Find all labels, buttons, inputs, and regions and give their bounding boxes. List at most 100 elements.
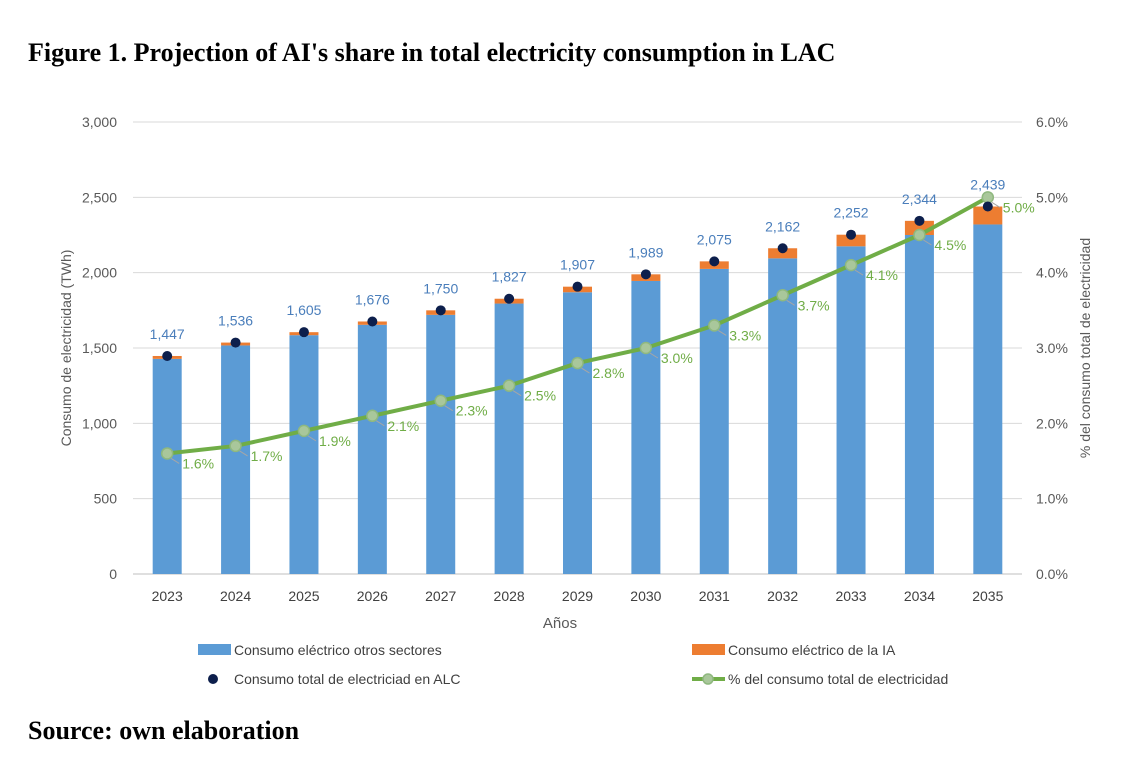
pct-marker <box>913 228 926 242</box>
pct-leader <box>512 390 522 397</box>
pct-marker <box>776 289 789 302</box>
bar-other-sectors <box>768 258 798 574</box>
pct-marker <box>229 439 242 453</box>
x-tick-label: 2031 <box>699 588 730 604</box>
y-tick-label-right: 5.0% <box>1036 189 1068 205</box>
bar-ai <box>836 234 866 247</box>
bar-other-sectors <box>563 292 592 574</box>
y-tick-label: 0 <box>109 566 117 582</box>
legend-label: % del consumo total de electricidad <box>728 671 948 687</box>
pct-marker <box>160 447 174 460</box>
bar-other-sectors <box>426 314 456 574</box>
pct-marker <box>981 191 995 204</box>
total-dots <box>162 201 993 361</box>
total-dot <box>367 316 378 327</box>
total-data-label: 1,827 <box>492 269 527 285</box>
pct-leader <box>444 405 453 412</box>
legend-label: Consumo eléctrico otros sectores <box>234 642 442 658</box>
total-dot <box>230 337 241 348</box>
total-dot <box>162 350 173 361</box>
x-tick-label: 2033 <box>835 588 866 604</box>
pct-leader <box>170 458 180 464</box>
total-dot <box>709 256 720 267</box>
pct-data-label: 2.1% <box>387 418 419 434</box>
pct-data-label: 1.9% <box>319 433 351 449</box>
x-tick-label: 2035 <box>972 588 1003 604</box>
data-labels: 1.6% 1.7% 1.9% 2.1% 2.3% 2.5% 2.8% 3.0% 3.3% 3.7%… <box>150 177 1035 472</box>
total-data-label: 1,676 <box>355 291 390 307</box>
pct-leader <box>307 435 317 442</box>
pct-data-label: 3.0% <box>661 350 693 366</box>
figure-title: Figure 1. Projection of AI's share in to… <box>28 38 836 67</box>
total-data-label: 2,344 <box>902 191 937 207</box>
legend-swatch-other <box>198 644 231 655</box>
pct-marker <box>297 424 311 438</box>
pct-marker <box>366 409 379 423</box>
pct-line-layer <box>160 191 995 460</box>
pct-data-label: 2.8% <box>593 365 625 381</box>
y-tick-label-right: 0.0% <box>1036 566 1068 582</box>
pct-marker <box>708 319 721 332</box>
legend-swatch-total <box>208 674 218 684</box>
bar-other-sectors <box>494 303 524 574</box>
pct-marker <box>844 258 858 272</box>
pct-leader <box>786 299 795 306</box>
pct-data-label: 5.0% <box>1003 199 1035 215</box>
total-dot <box>504 293 515 304</box>
y-tick-label: 2,500 <box>82 189 117 205</box>
pct-marker <box>639 341 653 355</box>
total-data-label: 2,439 <box>970 177 1005 193</box>
x-tick-label: 2024 <box>220 588 251 604</box>
bar-ai <box>973 206 1003 225</box>
pct-leader <box>854 269 864 276</box>
y-tick-label-right: 6.0% <box>1036 114 1068 130</box>
legend-swatch-line-marker <box>702 673 714 685</box>
pct-data-label: 4.1% <box>866 267 898 283</box>
total-data-label: 1,907 <box>560 257 595 273</box>
total-data-label: 1,750 <box>423 280 458 296</box>
total-data-label: 1,989 <box>628 244 663 260</box>
source-note: Source: own elaboration <box>28 716 300 745</box>
pct-data-label: 3.7% <box>798 297 830 313</box>
x-tick-label: 2027 <box>425 588 456 604</box>
y-axis-left: 0 500 1,000 1,500 2,000 2,500 3,000 <box>82 114 117 582</box>
legend-swatch-ai <box>692 644 725 655</box>
x-tick-label: 2030 <box>630 588 661 604</box>
bar-ai <box>768 248 798 259</box>
y-tick-label: 3,000 <box>82 114 117 130</box>
bar-other-sectors <box>631 280 661 574</box>
pct-marker <box>434 394 447 407</box>
x-tick-label: 2028 <box>494 588 525 604</box>
y-axis-right: 0.0% 1.0% 2.0% 3.0% 4.0% 5.0% 6.0% <box>1036 114 1068 582</box>
x-axis: 2023 2024 2025 2026 2027 2028 2029 2030 2031 2032… <box>152 588 1004 604</box>
pct-data-label: 2.3% <box>456 403 488 419</box>
total-data-label: 2,075 <box>697 231 732 247</box>
pct-leader <box>991 201 1001 208</box>
y-tick-label: 1,500 <box>82 340 117 356</box>
pct-leader <box>718 329 727 336</box>
pct-leader <box>923 239 932 246</box>
x-axis-label: Años <box>543 615 577 632</box>
x-tick-label: 2025 <box>288 588 319 604</box>
y-axis-label: Consumo de electricidad (TWh) <box>58 250 74 447</box>
pct-data-label: 3.3% <box>729 327 761 343</box>
pct-data-label: 2.5% <box>524 388 556 404</box>
y-tick-label-right: 4.0% <box>1036 265 1068 281</box>
x-tick-label: 2026 <box>357 588 388 604</box>
total-dot <box>435 305 446 316</box>
total-dot <box>914 215 925 226</box>
pct-data-label: 4.5% <box>934 237 966 253</box>
bar-other-sectors <box>904 235 934 574</box>
bar-other-sectors <box>152 358 182 574</box>
bar-other-sectors <box>221 345 251 574</box>
total-dot <box>982 201 993 212</box>
bar-other-sectors <box>836 246 866 575</box>
pct-leader <box>239 450 248 457</box>
y-tick-label-right: 1.0% <box>1036 491 1068 507</box>
total-dot <box>777 243 788 254</box>
y-tick-label: 1,000 <box>82 415 117 431</box>
pct-marker <box>571 356 584 370</box>
y-tick-label-right: 3.0% <box>1036 340 1068 356</box>
legend-label: Consumo eléctrico de la IA <box>728 642 896 658</box>
